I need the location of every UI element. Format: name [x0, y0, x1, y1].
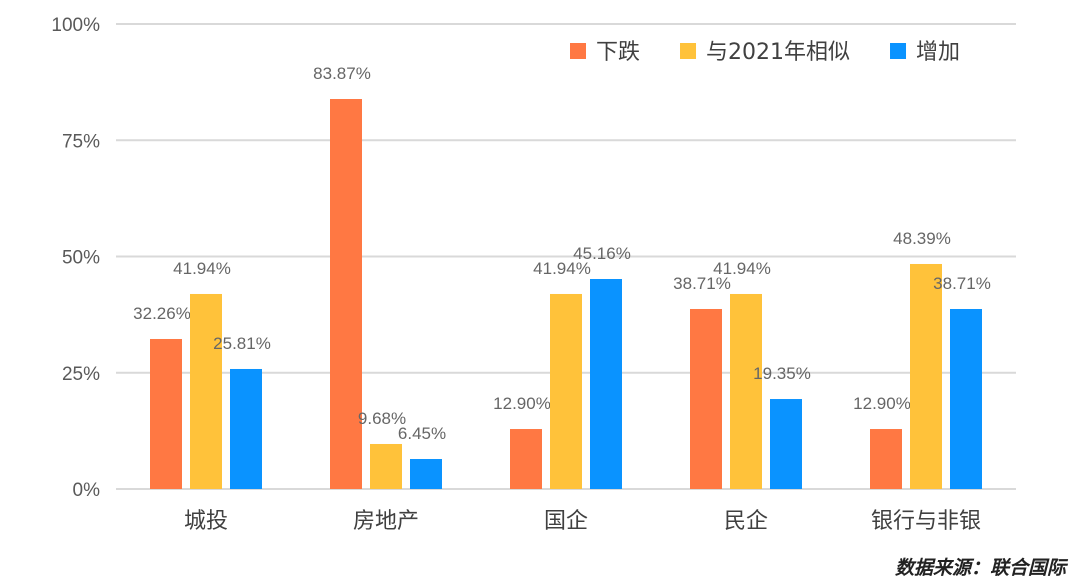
legend-swatch	[570, 43, 586, 59]
x-tick-label: 民企	[724, 509, 768, 534]
x-tick-label: 房地产	[353, 509, 419, 534]
legend-label: 下跌	[596, 40, 640, 65]
bar-0	[150, 338, 182, 489]
bar-1	[910, 263, 942, 489]
bar-0	[510, 429, 542, 489]
bar-0	[690, 308, 722, 489]
bar-1	[190, 293, 222, 489]
y-tick-label: 50%	[62, 248, 100, 269]
bar-0	[330, 99, 362, 489]
bar-2	[770, 399, 802, 489]
bar-2	[410, 459, 442, 489]
data-label: 12.90%	[853, 394, 911, 413]
data-label: 6.45%	[398, 424, 446, 443]
data-label: 41.94%	[173, 259, 231, 278]
data-label: 38.71%	[933, 274, 991, 293]
bar-1	[370, 443, 402, 489]
data-source-note: 数据来源：联合国际	[894, 557, 1066, 579]
x-tick-label: 城投	[184, 509, 228, 534]
bar-2	[950, 308, 982, 489]
legend-label: 增加	[916, 40, 960, 65]
legend-swatch	[890, 43, 907, 59]
y-tick-label: 0%	[73, 480, 101, 501]
data-label: 48.39%	[893, 229, 951, 248]
bar-1	[550, 293, 582, 489]
x-tick-label: 银行与非银	[871, 509, 981, 534]
data-label: 32.26%	[133, 304, 191, 323]
data-label: 41.94%	[713, 259, 771, 278]
y-tick-label: 75%	[62, 131, 100, 152]
legend-label: 与2021年相似	[706, 40, 850, 65]
data-label: 9.68%	[358, 409, 406, 428]
data-label: 25.81%	[213, 334, 271, 353]
y-tick-label: 100%	[51, 15, 100, 36]
bar-0	[870, 429, 902, 489]
data-label: 19.35%	[753, 364, 811, 383]
y-tick-label: 25%	[62, 364, 100, 385]
legend-swatch	[680, 43, 697, 59]
bar-2	[590, 279, 622, 489]
data-label: 12.90%	[493, 394, 551, 413]
bar-1	[730, 293, 762, 489]
data-label: 41.94%	[533, 259, 591, 278]
data-label: 83.87%	[313, 64, 371, 83]
x-tick-label: 国企	[544, 509, 588, 534]
data-label: 38.71%	[673, 274, 731, 293]
data-label: 45.16%	[573, 244, 631, 263]
bar-2	[230, 368, 262, 489]
